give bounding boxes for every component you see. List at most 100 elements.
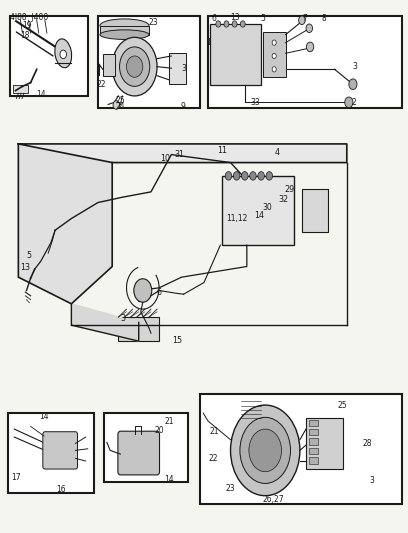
Circle shape [258,172,264,180]
Text: 26,27: 26,27 [262,496,284,504]
Text: 13: 13 [20,263,30,272]
Bar [45,208,71,245]
Bar [98,16,200,108]
Text: 20: 20 [154,426,164,435]
Circle shape [224,21,229,27]
Bar [309,420,318,426]
Bar [302,189,328,232]
Text: 22: 22 [96,80,106,88]
Bar [103,54,115,76]
Text: 5: 5 [27,252,32,260]
Circle shape [266,172,273,180]
Text: 21: 21 [209,427,219,436]
Text: 6: 6 [157,288,162,296]
Text: 11: 11 [217,147,227,155]
Text: 25: 25 [338,401,348,409]
Text: 33: 33 [250,99,260,107]
Text: 3: 3 [353,62,357,71]
Ellipse shape [100,19,149,32]
Text: 3: 3 [181,64,186,72]
Bar [306,418,343,469]
Bar [309,457,318,464]
Circle shape [231,405,300,496]
Text: 15: 15 [173,336,182,344]
Bar [104,413,188,482]
Circle shape [240,21,245,27]
Circle shape [272,67,276,72]
Text: 30: 30 [262,204,272,212]
Bar [210,24,261,85]
Text: 16: 16 [56,485,66,494]
Circle shape [242,172,248,180]
Bar [169,53,186,84]
Bar [100,26,149,35]
Text: 29: 29 [284,185,295,193]
Circle shape [225,172,232,180]
Bar [10,16,88,96]
Bar [222,176,294,245]
Text: 32: 32 [279,196,288,204]
Circle shape [126,56,143,77]
Text: 7: 7 [303,14,308,22]
FancyBboxPatch shape [118,431,160,475]
Text: 23: 23 [148,18,158,27]
Circle shape [232,21,237,27]
Circle shape [134,279,152,302]
Text: 25: 25 [115,96,125,104]
Text: 4J88  J400: 4J88 J400 [10,13,49,22]
Bar [8,413,94,493]
Text: 2: 2 [352,98,357,107]
Bar [13,85,28,93]
Polygon shape [18,144,112,304]
Circle shape [216,21,221,27]
Circle shape [272,40,276,45]
Circle shape [240,417,290,483]
Text: 4: 4 [275,148,280,157]
Text: 11,12: 11,12 [226,214,247,223]
Circle shape [272,53,276,59]
Circle shape [345,97,353,108]
Circle shape [306,42,314,52]
Text: 8: 8 [322,14,327,22]
Circle shape [249,429,282,472]
Text: 28: 28 [362,439,372,448]
Text: 13: 13 [230,13,239,22]
Circle shape [113,101,120,109]
Text: 24: 24 [115,102,125,111]
Text: 18: 18 [20,31,29,40]
Text: 17: 17 [11,473,21,481]
Bar [208,16,402,108]
Bar [263,32,286,77]
Text: 14: 14 [36,91,46,99]
Circle shape [112,37,157,96]
Polygon shape [18,144,347,163]
Circle shape [233,172,240,180]
Bar [309,429,318,435]
Text: 6: 6 [211,14,216,23]
Text: 19: 19 [22,21,31,30]
Text: 5: 5 [261,14,266,23]
FancyBboxPatch shape [43,432,78,469]
Text: 22: 22 [208,454,218,463]
Text: 9: 9 [180,102,185,111]
Polygon shape [71,304,139,341]
Bar [309,438,318,445]
Circle shape [250,172,256,180]
Text: 21: 21 [164,417,174,425]
Circle shape [60,50,67,59]
Bar [309,448,318,454]
Bar [118,317,159,341]
Circle shape [349,79,357,90]
Text: 31: 31 [175,150,184,159]
Circle shape [299,16,305,25]
Text: 10: 10 [160,155,170,163]
Text: 23: 23 [226,484,235,493]
Text: 1: 1 [206,38,211,47]
Text: 3: 3 [121,314,126,323]
Text: 14: 14 [39,413,49,421]
Circle shape [306,24,313,33]
Text: 3: 3 [370,477,375,485]
Ellipse shape [55,39,72,68]
Bar [200,394,402,504]
Text: 14: 14 [164,475,174,484]
